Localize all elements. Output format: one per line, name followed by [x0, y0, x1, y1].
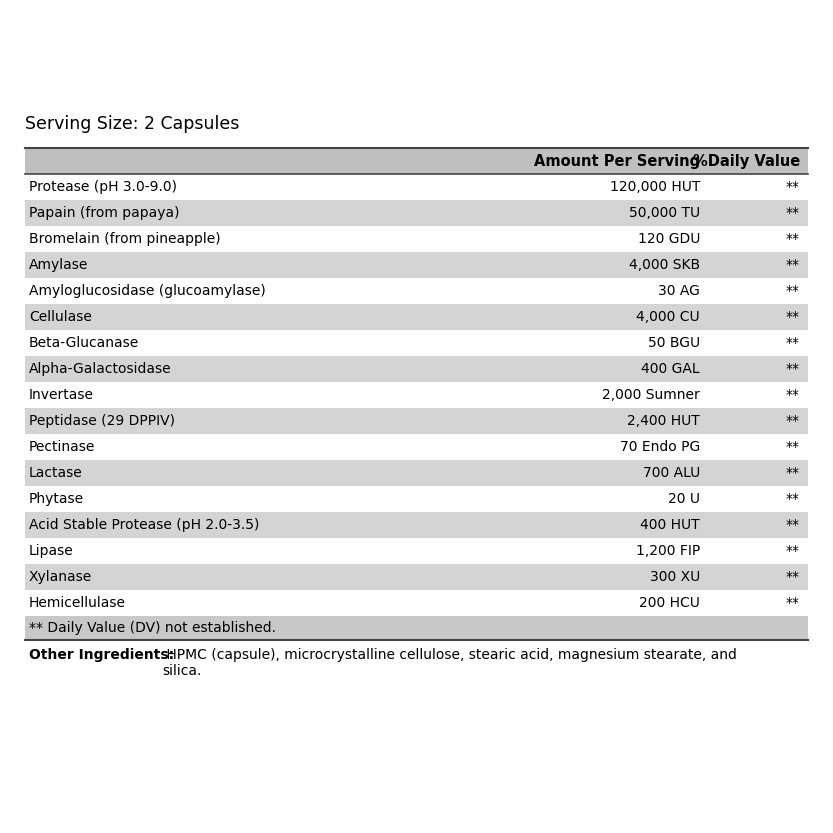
- Text: Beta-Glucanase: Beta-Glucanase: [29, 336, 139, 350]
- Text: Phytase: Phytase: [29, 492, 84, 506]
- Text: **: **: [786, 206, 800, 220]
- Bar: [25, 460, 808, 486]
- Text: 400 HUT: 400 HUT: [641, 518, 700, 532]
- Bar: [25, 408, 808, 434]
- Text: 2,400 HUT: 2,400 HUT: [627, 414, 700, 428]
- Text: Lactase: Lactase: [29, 466, 82, 480]
- Text: Alpha-Galactosidase: Alpha-Galactosidase: [29, 362, 172, 376]
- Text: ** Daily Value (DV) not established.: ** Daily Value (DV) not established.: [29, 621, 276, 635]
- Bar: [25, 200, 808, 226]
- Text: Bromelain (from pineapple): Bromelain (from pineapple): [29, 232, 221, 246]
- Text: **: **: [786, 336, 800, 350]
- Text: **: **: [786, 180, 800, 194]
- Bar: [25, 148, 808, 174]
- Text: 700 ALU: 700 ALU: [643, 466, 700, 480]
- Text: **: **: [786, 466, 800, 480]
- Text: 4,000 SKB: 4,000 SKB: [629, 258, 700, 272]
- Bar: [25, 226, 808, 252]
- Text: 200 HCU: 200 HCU: [639, 596, 700, 610]
- Text: 120 GDU: 120 GDU: [637, 232, 700, 246]
- Bar: [25, 356, 808, 382]
- Text: Hemicellulase: Hemicellulase: [29, 596, 126, 610]
- Text: Amyloglucosidase (glucoamylase): Amyloglucosidase (glucoamylase): [29, 284, 266, 298]
- Text: 1,200 FIP: 1,200 FIP: [636, 544, 700, 558]
- Text: 20 U: 20 U: [668, 492, 700, 506]
- Text: Pectinase: Pectinase: [29, 440, 95, 454]
- Text: **: **: [786, 518, 800, 532]
- Text: **: **: [786, 388, 800, 402]
- Text: **: **: [786, 362, 800, 376]
- Bar: [25, 590, 808, 616]
- Text: Serving Size: 2 Capsules: Serving Size: 2 Capsules: [25, 115, 239, 133]
- Text: Amylase: Amylase: [29, 258, 88, 272]
- Text: **: **: [786, 310, 800, 324]
- Text: Xylanase: Xylanase: [29, 570, 92, 584]
- Text: Amount Per Serving: Amount Per Serving: [534, 153, 700, 168]
- Bar: [25, 434, 808, 460]
- Text: **: **: [786, 440, 800, 454]
- Text: **: **: [786, 258, 800, 272]
- Text: 50 BGU: 50 BGU: [648, 336, 700, 350]
- Text: 2,000 Sumner: 2,000 Sumner: [602, 388, 700, 402]
- Text: Lipase: Lipase: [29, 544, 74, 558]
- Text: 400 GAL: 400 GAL: [641, 362, 700, 376]
- Text: **: **: [786, 414, 800, 428]
- Text: **: **: [786, 544, 800, 558]
- Text: **: **: [786, 596, 800, 610]
- Bar: [25, 174, 808, 200]
- Text: 120,000 HUT: 120,000 HUT: [610, 180, 700, 194]
- Bar: [25, 564, 808, 590]
- Text: HPMC (capsule), microcrystalline cellulose, stearic acid, magnesium stearate, an: HPMC (capsule), microcrystalline cellulo…: [162, 648, 737, 678]
- Bar: [25, 538, 808, 564]
- Text: **: **: [786, 232, 800, 246]
- Text: Peptidase (29 DPPIV): Peptidase (29 DPPIV): [29, 414, 175, 428]
- Text: Cellulase: Cellulase: [29, 310, 92, 324]
- Bar: [25, 278, 808, 304]
- Text: **: **: [786, 570, 800, 584]
- Text: Acid Stable Protease (pH 2.0-3.5): Acid Stable Protease (pH 2.0-3.5): [29, 518, 259, 532]
- Text: Invertase: Invertase: [29, 388, 94, 402]
- Text: Other Ingredients:: Other Ingredients:: [29, 648, 174, 662]
- Text: 30 AG: 30 AG: [658, 284, 700, 298]
- Bar: [25, 616, 808, 640]
- Bar: [25, 330, 808, 356]
- Text: 50,000 TU: 50,000 TU: [629, 206, 700, 220]
- Bar: [25, 382, 808, 408]
- Text: **: **: [786, 492, 800, 506]
- Text: 4,000 CU: 4,000 CU: [636, 310, 700, 324]
- Text: Papain (from papaya): Papain (from papaya): [29, 206, 179, 220]
- Text: %Daily Value: %Daily Value: [693, 153, 800, 168]
- Bar: [25, 486, 808, 512]
- Bar: [25, 512, 808, 538]
- Bar: [25, 304, 808, 330]
- Text: 300 XU: 300 XU: [650, 570, 700, 584]
- Text: **: **: [786, 284, 800, 298]
- Text: Protease (pH 3.0-9.0): Protease (pH 3.0-9.0): [29, 180, 177, 194]
- Bar: [25, 252, 808, 278]
- Text: 70 Endo PG: 70 Endo PG: [620, 440, 700, 454]
